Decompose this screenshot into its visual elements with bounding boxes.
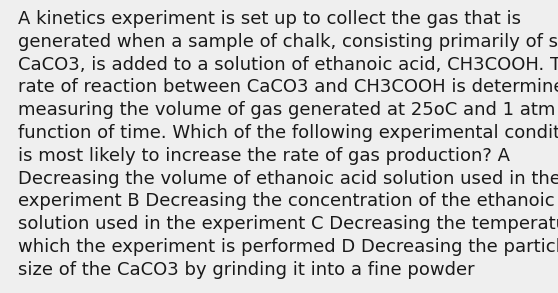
- Text: A kinetics experiment is set up to collect the gas that is: A kinetics experiment is set up to colle…: [18, 10, 521, 28]
- Text: measuring the volume of gas generated at 25oC and 1 atm as a: measuring the volume of gas generated at…: [18, 101, 558, 119]
- Text: solution used in the experiment C Decreasing the temperature at: solution used in the experiment C Decrea…: [18, 215, 558, 233]
- Text: Decreasing the volume of ethanoic acid solution used in the: Decreasing the volume of ethanoic acid s…: [18, 170, 558, 188]
- Text: experiment B Decreasing the concentration of the ethanoic acid: experiment B Decreasing the concentratio…: [18, 193, 558, 210]
- Text: which the experiment is performed D Decreasing the particle: which the experiment is performed D Decr…: [18, 238, 558, 256]
- Text: size of the CaCO3 by grinding it into a fine powder: size of the CaCO3 by grinding it into a …: [18, 261, 475, 279]
- Text: rate of reaction between CaCO3 and CH3COOH is determined by: rate of reaction between CaCO3 and CH3CO…: [18, 79, 558, 96]
- Text: function of time. Which of the following experimental conditions: function of time. Which of the following…: [18, 124, 558, 142]
- Text: generated when a sample of chalk, consisting primarily of solid: generated when a sample of chalk, consis…: [18, 33, 558, 51]
- Text: CaCO3, is added to a solution of ethanoic acid, CH3COOH. The: CaCO3, is added to a solution of ethanoi…: [18, 56, 558, 74]
- Text: is most likely to increase the rate of gas production? A: is most likely to increase the rate of g…: [18, 147, 510, 165]
